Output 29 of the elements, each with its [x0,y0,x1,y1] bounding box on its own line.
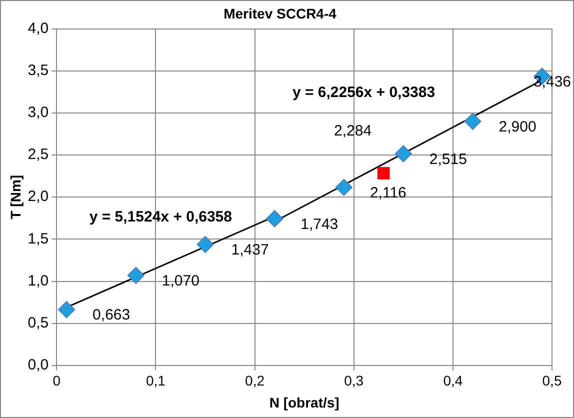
y-axis-title: T [Nm] [7,174,24,220]
x-tick-label: 0,3 [344,372,364,389]
data-label: 1,070 [162,272,200,290]
y-tick-label: 1,0 [28,272,49,290]
annotation: y = 5,1524x + 0,6358 [89,208,232,226]
data-label: 0,663 [92,306,130,324]
data-label: 1,743 [300,216,338,233]
x-tick-label: 0,2 [245,372,265,389]
y-tick-label: 4,0 [28,20,49,37]
y-tick-label: 3,0 [28,104,49,122]
data-label: 2,515 [429,150,467,168]
y-tick-label: 2,0 [28,188,49,206]
annotation: y = 6,2256x + 0,3383 [292,84,436,101]
y-tick-label: 0,5 [28,314,49,332]
data-label: 1,437 [231,242,269,259]
data-label: 2,900 [498,118,536,136]
y-tick-label: 2,5 [28,146,49,164]
x-tick-label: 0,5 [542,372,562,389]
x-tick-label: 0,4 [443,372,463,389]
data-label: 2,284 [334,122,372,140]
y-tick-label: 3,5 [28,62,49,80]
x-tick-label: 0 [52,372,61,389]
data-label: 2,116 [370,184,406,202]
chart-title: Meritev SCCR4-4 [224,5,337,22]
y-tick-label: 0,0 [28,356,49,374]
data-label: 3,436 [533,73,572,90]
x-axis-title: N [obrat/s] [269,394,340,410]
x-tick-label: 0,1 [146,372,166,389]
y-tick-label: 1,5 [28,230,49,248]
